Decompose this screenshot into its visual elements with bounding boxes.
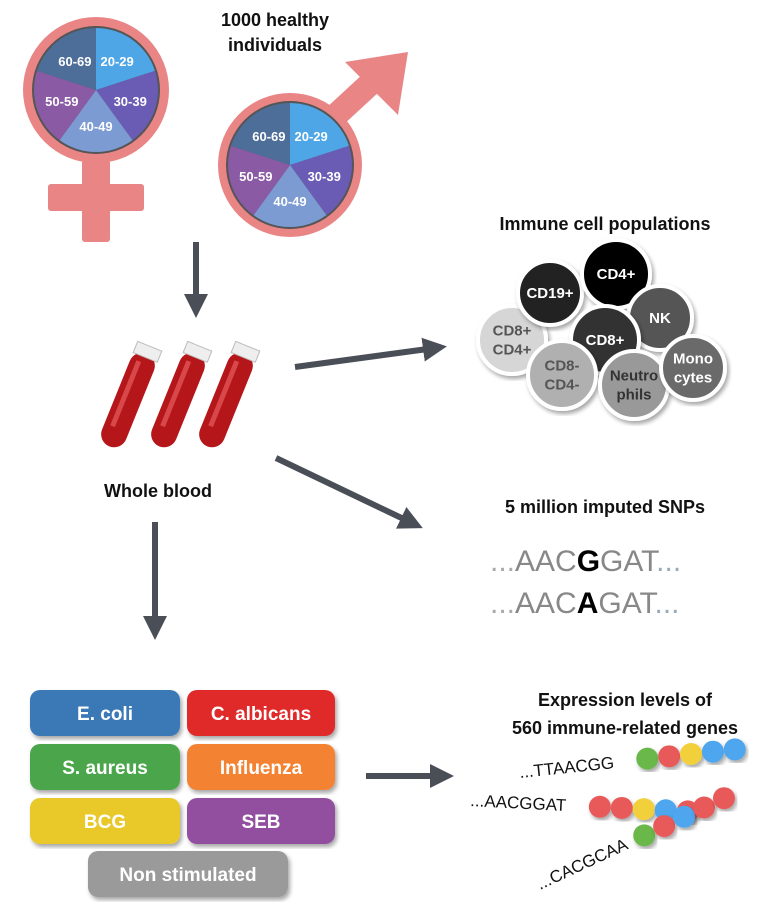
age-label: 30-39	[308, 169, 341, 184]
expression-bead	[701, 740, 724, 763]
expression-title-2: 560 immune-related genes	[512, 718, 738, 738]
cell-label: NK	[649, 310, 671, 327]
cell-neutrophils: Neutro phils	[598, 349, 670, 421]
cell-label: CD8+	[586, 332, 625, 349]
expression-title-1: Expression levels of	[538, 690, 713, 710]
gene-strand: ...TTAACGG	[518, 738, 746, 782]
cell-label: CD4+	[597, 266, 636, 283]
stimulus-e-coli: E. coli	[30, 690, 180, 736]
age-label: 20-29	[295, 129, 328, 144]
age-label: 40-49	[273, 194, 306, 209]
cell-nk: NK	[626, 284, 694, 352]
pie-slice	[33, 70, 96, 141]
pie-slice	[290, 145, 352, 216]
pie-slice	[96, 28, 155, 90]
expression-bead	[610, 796, 633, 819]
stimulus-c-albicans: C. albicans	[187, 690, 335, 736]
cell-label: CD4+	[493, 342, 532, 359]
stimulus-bcg: BCG	[30, 798, 180, 844]
snp-title: 5 million imputed SNPs	[505, 497, 705, 517]
cell-cd19: CD19+	[516, 259, 584, 327]
pie-slice	[231, 103, 290, 165]
age-label: 60-69	[252, 129, 285, 144]
pie-slice	[37, 28, 96, 90]
gene-strands: ...TTAACGG ...AACGGAT ...CACGCAA	[470, 738, 746, 894]
blood-tubes-icon	[101, 340, 261, 448]
stimulus-label: BCG	[84, 812, 126, 833]
age-label: 50-59	[45, 94, 78, 109]
cell-label: cytes	[674, 370, 712, 387]
gene-sequence: ...CACGCAA	[534, 835, 632, 894]
stimulus-label: C. albicans	[211, 704, 311, 725]
expression-bead	[636, 747, 659, 770]
cell-label: CD8-	[544, 358, 579, 375]
age-label: 40-49	[79, 119, 112, 134]
arrow-to-cells	[294, 337, 447, 370]
cell-label: CD8+	[493, 323, 532, 340]
age-label: 30-39	[114, 94, 147, 109]
whole-blood-label: Whole blood	[104, 481, 212, 501]
expression-bead	[633, 824, 656, 847]
cell-monocytes: Mono cytes	[659, 334, 727, 402]
expression-bead	[632, 798, 655, 821]
pie-slice	[228, 145, 290, 216]
stimulus-influenza: Influenza	[187, 744, 335, 790]
snp-seq-1: ...AACGGAT...	[490, 545, 681, 578]
stimulus-non-stimulated: Non stimulated	[88, 851, 288, 897]
title-line-2: individuals	[228, 35, 322, 55]
immune-cells: CD8+ CD4+ CD19+ CD4+ NK CD8+ CD8- CD4- Neutro phi…	[476, 238, 727, 421]
stimulus-label: S. aureus	[62, 758, 148, 779]
expression-bead	[673, 805, 696, 828]
age-label: 50-59	[239, 169, 272, 184]
stimulus-label: Influenza	[220, 758, 303, 779]
stimuli-grid: E. coli C. albicans S. aureus Influenza BCG S…	[30, 690, 335, 897]
gene-sequence: ...AACGGAT	[470, 791, 567, 815]
pie-slice	[96, 70, 158, 141]
stimulus-s-aureus: S. aureus	[30, 744, 180, 790]
pie-slice	[290, 103, 349, 165]
gene-sequence: ...TTAACGG	[518, 753, 615, 782]
stimulus-label: Non stimulated	[119, 865, 256, 886]
stimulus-seb: SEB	[187, 798, 335, 844]
cell-cd8cd4: CD8+ CD4+	[476, 304, 548, 376]
arrow-to-snps	[274, 455, 423, 529]
stimulus-label: E. coli	[77, 704, 133, 725]
expression-bead	[654, 799, 677, 822]
stimulus-label: SEB	[241, 812, 280, 833]
title-line-1: 1000 healthy	[221, 10, 329, 30]
pie-slice	[59, 90, 133, 152]
age-label: 60-69	[58, 54, 91, 69]
cell-cd8cd4: CD8- CD4-	[526, 339, 598, 411]
cell-label: CD4-	[544, 377, 579, 394]
immune-title: Immune cell populations	[499, 214, 710, 234]
expression-bead	[658, 745, 681, 768]
expression-bead	[712, 787, 735, 810]
expression-bead	[680, 743, 703, 766]
expression-bead	[693, 796, 716, 819]
expression-bead	[588, 795, 611, 818]
pie-slice	[253, 165, 327, 227]
expression-bead	[723, 738, 746, 761]
cell-label: phils	[616, 387, 651, 404]
age-label: 20-29	[101, 54, 134, 69]
cell-label: Mono	[673, 351, 713, 368]
expression-bead	[653, 815, 676, 838]
cell-label: CD19+	[526, 285, 573, 302]
snp-seq-2: ...AACAGAT...	[490, 587, 680, 620]
cell-label: Neutro	[610, 368, 658, 385]
